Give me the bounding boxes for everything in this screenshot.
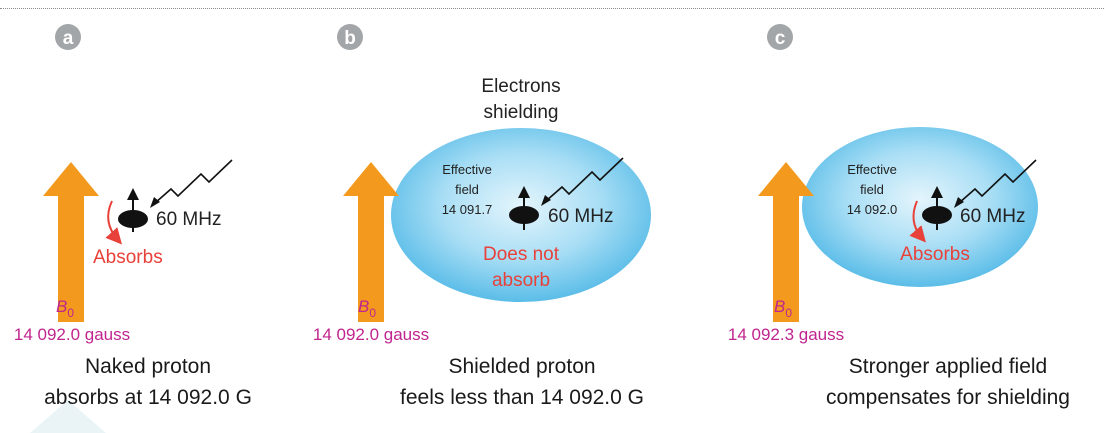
cloud-title-line-1: Electrons [481,76,560,97]
panel-b: b Electrons shielding Effective field 14… [313,24,651,409]
caption-line-1: Stronger applied field [849,355,1047,378]
field-arrow-icon [758,162,814,322]
applied-field-value: 14 092.0 gauss [14,325,130,344]
top-divider [0,8,1104,9]
caption-line-2: absorbs at 14 092.0 G [44,386,252,409]
panel-a-badge: a [55,24,81,50]
proton-icon [922,186,952,230]
decorative-triangle [30,400,106,433]
effective-field-value: 14 092.0 [847,202,898,217]
frequency-label: 60 MHz [548,206,613,227]
radiation-wave-icon [541,157,624,206]
panel-c: c Effective field 14 092.0 60 MHz Absorb… [728,24,1070,409]
caption-line-2: compensates for shielding [826,386,1070,409]
proton-icon [509,186,539,230]
badge-letter: a [63,28,74,49]
field-symbol: B0 [774,297,792,320]
caption-line-2: feels less than 14 092.0 G [400,386,644,409]
spin-flip-arrow-icon [909,200,926,243]
absorb-label: Absorbs [93,247,163,268]
effective-field-label-1: Effective [847,162,897,177]
badge-letter: b [344,28,356,49]
absorb-label-line-2: absorb [492,270,550,291]
panel-b-badge: b [337,24,363,50]
electron-cloud [802,127,1038,287]
caption-line-1: Shielded proton [448,355,595,378]
absorb-label: Absorbs [900,244,970,265]
absorb-label-line-1: Does not [483,244,560,265]
field-symbol: B0 [56,297,74,320]
field-arrow-icon [343,162,399,322]
effective-field-label-2: field [860,182,884,197]
applied-field-value: 14 092.3 gauss [728,325,844,344]
badge-letter: c [775,28,786,49]
field-arrow-icon [43,162,99,322]
effective-field-value: 14 091.7 [442,202,493,217]
panel-c-badge: c [767,24,793,50]
spin-flip-arrow-icon [105,200,122,245]
effective-field-label-1: Effective [442,162,492,177]
panel-a: a 60 MHz Absorbs B0 14 092.0 gauss Naked… [14,24,252,409]
frequency-label: 60 MHz [960,206,1025,227]
cloud-title-line-2: shielding [484,102,559,123]
effective-field-label-2: field [455,182,479,197]
radiation-wave-icon [150,159,233,208]
proton-icon [118,188,148,232]
applied-field-value: 14 092.0 gauss [313,325,429,344]
radiation-wave-icon [954,159,1037,208]
frequency-label: 60 MHz [156,209,221,230]
caption-line-1: Naked proton [85,355,211,378]
field-symbol: B0 [358,297,376,320]
